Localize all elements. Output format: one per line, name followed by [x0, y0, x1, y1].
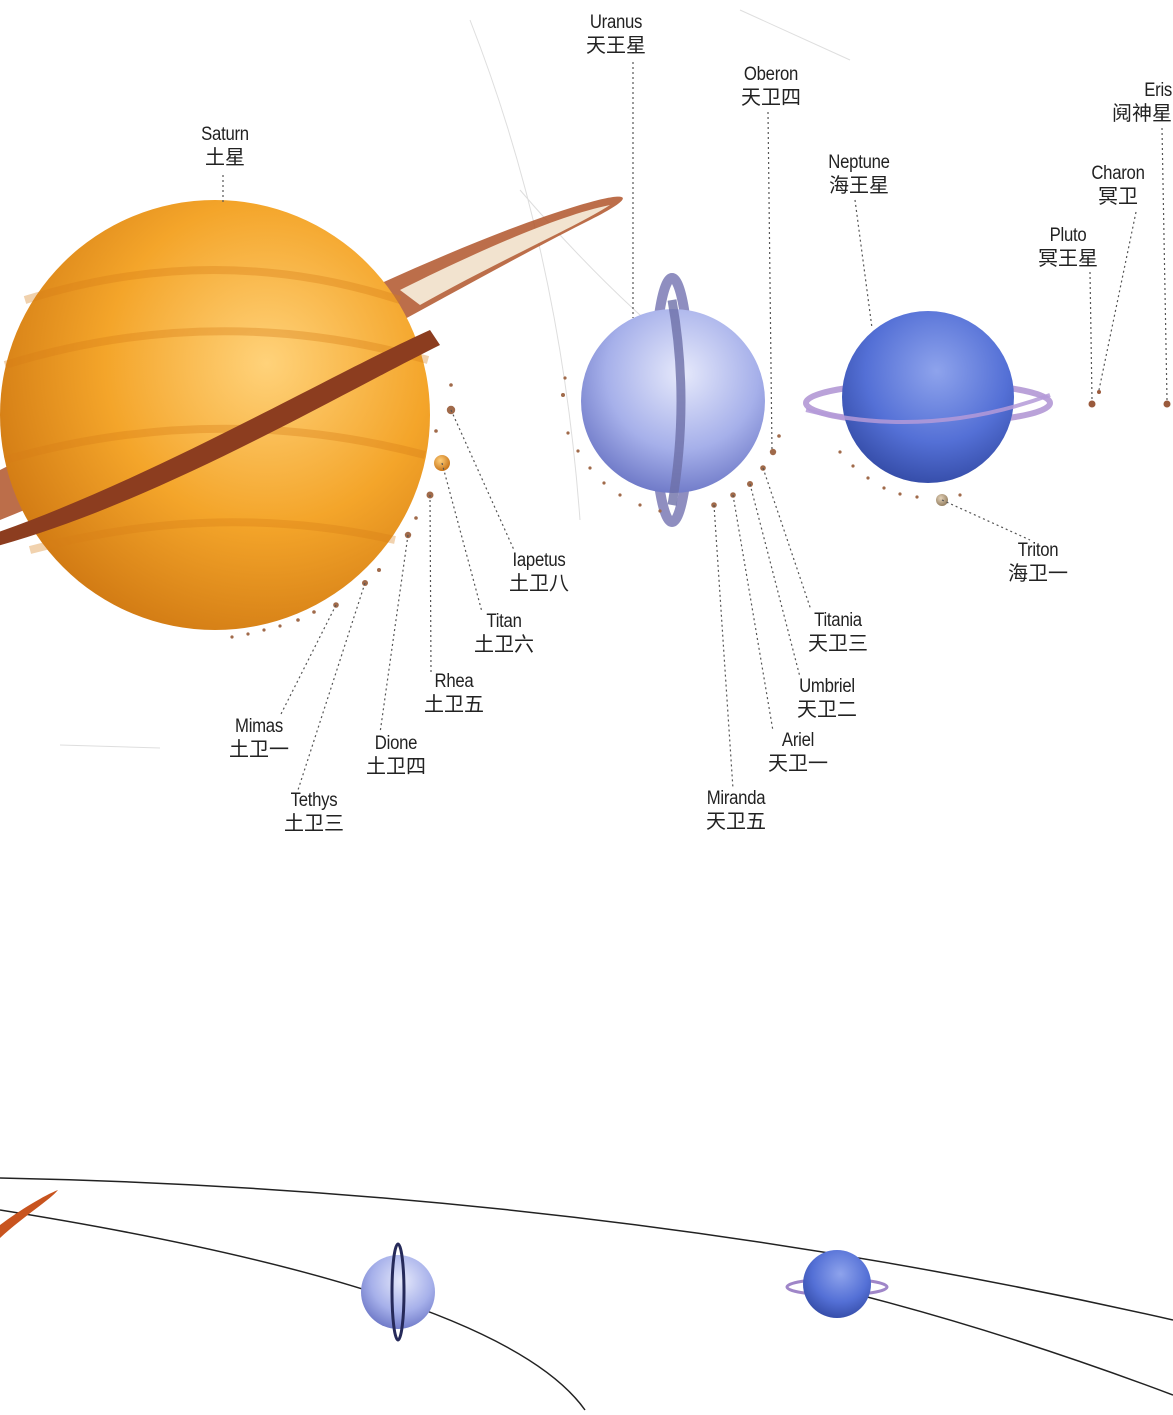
- label-triton: Triton 海卫一: [1000, 540, 1076, 585]
- label-oberon: Oberon 天卫四: [733, 64, 809, 109]
- label-ariel-en: Ariel: [781, 730, 815, 751]
- label-triton-zh: 海卫一: [1008, 560, 1068, 585]
- uranus-globe: [581, 309, 765, 493]
- label-pluto: Pluto 冥王星: [1033, 225, 1103, 270]
- label-saturn-en: Saturn: [201, 124, 249, 145]
- label-uranus-zh: 天王星: [586, 32, 646, 57]
- label-miranda-zh: 天卫五: [706, 808, 766, 833]
- pluto-dot: [1088, 400, 1096, 408]
- overview-uranus: [361, 1242, 435, 1342]
- label-tethys-zh: 土卫三: [284, 810, 344, 835]
- saturn-ring-front: [0, 330, 440, 546]
- label-iapetus: Iapetus 土卫八: [500, 550, 578, 595]
- label-tethys-en: Tethys: [290, 790, 338, 811]
- neptune-planet: [803, 311, 1053, 483]
- saturn-planet: [0, 196, 623, 630]
- label-titania-zh: 天卫三: [808, 630, 868, 655]
- label-tethys: Tethys 土卫三: [276, 790, 352, 835]
- label-eris-zh: 阋神星: [1112, 100, 1172, 125]
- leader-lines: [222, 62, 1168, 791]
- label-eris: Eris 阋神星: [1100, 80, 1172, 125]
- label-ariel-zh: 天卫一: [768, 750, 828, 775]
- neptune-globe: [842, 311, 1014, 483]
- uranus-planet: [581, 273, 765, 527]
- label-miranda: Miranda 天卫五: [696, 788, 776, 833]
- label-saturn-zh: 土星: [205, 144, 245, 169]
- label-uranus: Uranus 天王星: [572, 12, 660, 57]
- label-neptune-en: Neptune: [828, 152, 890, 173]
- label-titan-en: Titan: [486, 611, 522, 632]
- label-umbriel-zh: 天卫二: [797, 696, 857, 721]
- label-ariel: Ariel 天卫一: [760, 730, 836, 775]
- label-pluto-zh: 冥王星: [1038, 245, 1098, 270]
- label-charon-en: Charon: [1091, 163, 1145, 184]
- label-titania: Titania 天卫三: [800, 610, 876, 655]
- orbit-overview: [0, 1177, 1173, 1411]
- overview-neptune: [785, 1250, 889, 1318]
- label-eris-en: Eris: [1144, 80, 1172, 101]
- label-umbriel: Umbriel 天卫二: [787, 676, 867, 721]
- label-oberon-zh: 天卫四: [741, 84, 801, 109]
- label-neptune-zh: 海王星: [829, 172, 889, 197]
- overview-saturn-ring: [0, 1190, 58, 1238]
- label-triton-en: Triton: [1017, 540, 1059, 561]
- label-miranda-en: Miranda: [706, 788, 766, 809]
- label-dione-en: Dione: [374, 733, 418, 754]
- label-pluto-en: Pluto: [1049, 225, 1087, 246]
- label-neptune: Neptune 海王星: [815, 152, 903, 197]
- label-uranus-en: Uranus: [589, 12, 643, 33]
- charon-dot: [1097, 390, 1101, 394]
- label-rhea-zh: 土卫五: [424, 691, 484, 716]
- label-saturn: Saturn 土星: [190, 124, 260, 169]
- label-oberon-en: Oberon: [743, 64, 799, 85]
- label-dione: Dione 土卫四: [358, 733, 434, 778]
- label-iapetus-en: Iapetus: [512, 550, 566, 571]
- label-mimas-zh: 土卫一: [229, 736, 289, 761]
- label-titan: Titan 土卫六: [466, 611, 542, 656]
- label-charon: Charon 冥卫: [1083, 163, 1153, 208]
- label-mimas-en: Mimas: [235, 716, 283, 737]
- label-titania-en: Titania: [814, 610, 862, 631]
- label-rhea: Rhea 土卫五: [416, 671, 492, 716]
- eris-dot: [1163, 400, 1171, 408]
- label-charon-zh: 冥卫: [1098, 183, 1138, 208]
- label-titan-zh: 土卫六: [474, 631, 534, 656]
- label-rhea-en: Rhea: [434, 671, 474, 692]
- saturn-bands: [3, 266, 430, 554]
- label-mimas: Mimas 土卫一: [221, 716, 297, 761]
- label-iapetus-zh: 土卫八: [509, 570, 569, 595]
- label-dione-zh: 土卫四: [366, 753, 426, 778]
- label-umbriel-en: Umbriel: [799, 676, 855, 697]
- saturn-globe: [0, 200, 430, 630]
